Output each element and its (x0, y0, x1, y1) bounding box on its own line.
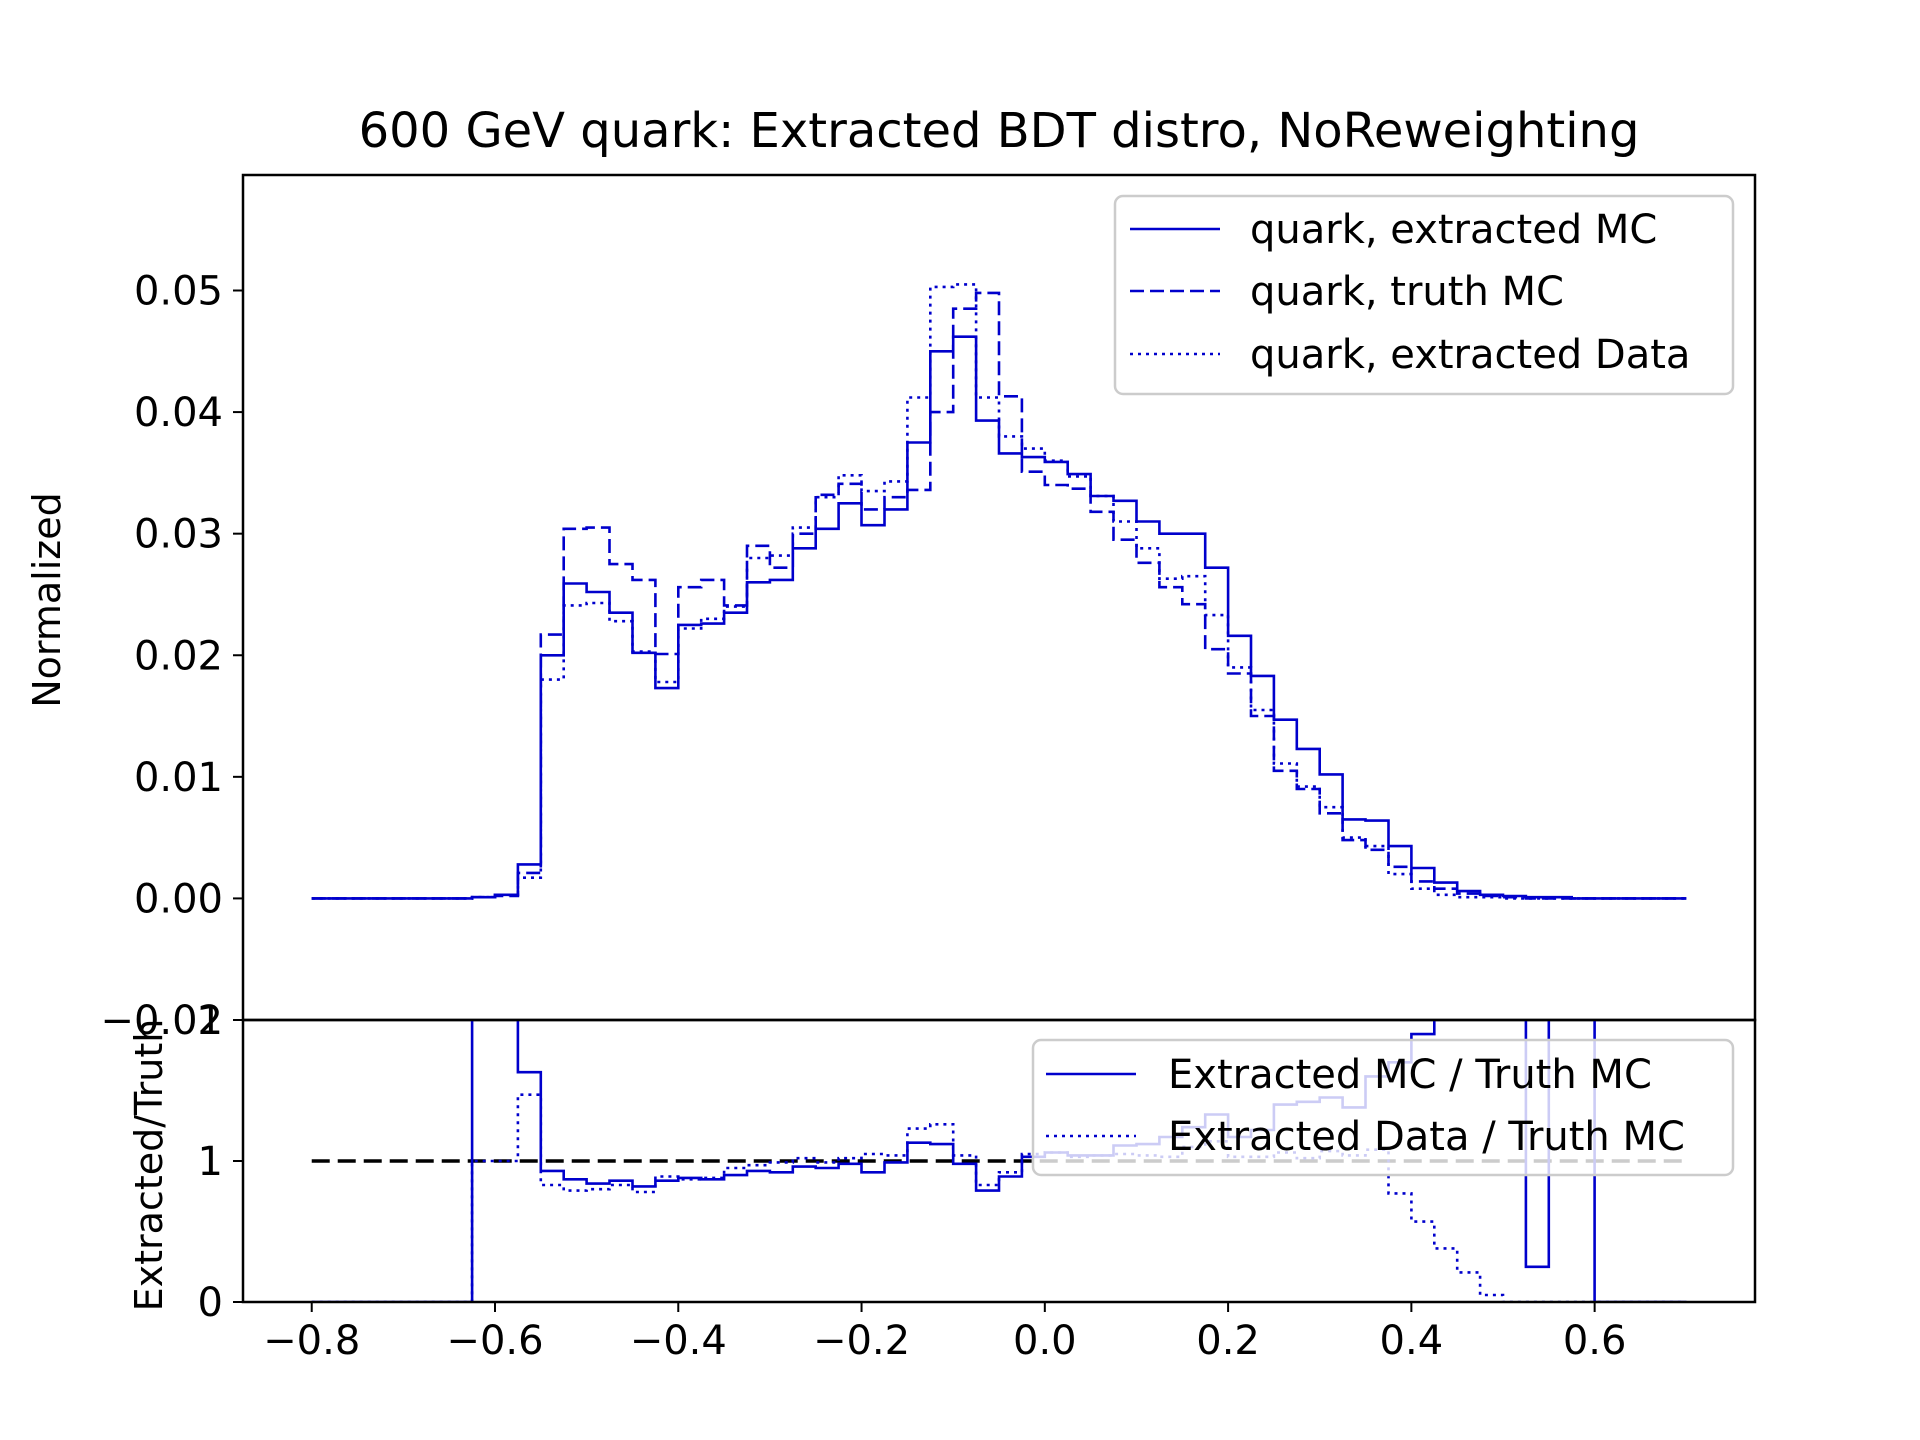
main-y-tick-label: 0.00 (134, 876, 223, 922)
series-quark-truth-mc (311, 291, 1687, 900)
x-tick-label: 0.4 (1380, 1318, 1444, 1364)
legend-label-mc-ratio: Extracted MC / Truth MC (1168, 1052, 1652, 1098)
main-y-axis-label: Normalized (25, 492, 69, 708)
main-y-tick-label: 0.03 (134, 512, 223, 558)
ratio-y-tick-label: 0 (198, 1280, 223, 1326)
series-extracted-data-truth-mc (311, 1093, 1687, 1302)
x-tick-label: −0.2 (813, 1318, 910, 1364)
series-quark-extracted-data (311, 283, 1687, 900)
legend-label-truth-mc: quark, truth MC (1250, 269, 1564, 315)
x-tick-label: −0.4 (630, 1318, 727, 1364)
ratio-y-axis: 0 1 2 (198, 998, 243, 1326)
main-series-group (311, 283, 1687, 900)
ratio-legend: Extracted MC / Truth MC Extracted Data /… (1031, 1038, 1735, 1177)
main-y-tick-label: 0.04 (134, 390, 223, 436)
x-axis: −0.8 −0.6 −0.4 −0.2 0.0 0.2 0.4 0.6 (263, 1302, 1626, 1364)
x-tick-label: 0.6 (1563, 1318, 1627, 1364)
x-tick-label: −0.8 (263, 1318, 360, 1364)
x-tick-label: −0.6 (446, 1318, 543, 1364)
x-tick-label: 0.0 (1013, 1318, 1077, 1364)
series-quark-extracted-mc (311, 335, 1687, 900)
main-legend: quark, extracted MC quark, truth MC quar… (1113, 194, 1735, 396)
x-tick-label: 0.2 (1196, 1318, 1260, 1364)
ratio-y-axis-label: Extracted/Truth (127, 1019, 171, 1312)
ratio-y-tick-label: 1 (198, 1139, 223, 1185)
main-y-tick-label: 0.05 (134, 269, 223, 315)
ratio-y-tick-label: 2 (198, 998, 223, 1044)
main-y-tick-label: −0.01 (100, 998, 223, 1044)
main-y-tick-label: 0.01 (134, 755, 223, 801)
legend-label-extracted-data: quark, extracted Data (1250, 332, 1690, 378)
legend-label-data-ratio: Extracted Data / Truth MC (1168, 1114, 1685, 1160)
main-legend-box (1113, 194, 1735, 396)
legend-label-extracted-mc: quark, extracted MC (1250, 207, 1657, 253)
main-y-axis: −0.01 0.00 0.01 0.02 0.03 0.04 0.05 (100, 269, 243, 1044)
chart-title: 600 GeV quark: Extracted BDT distro, NoR… (359, 103, 1640, 159)
main-y-tick-label: 0.02 (134, 633, 223, 679)
ratio-legend-box (1031, 1038, 1735, 1177)
